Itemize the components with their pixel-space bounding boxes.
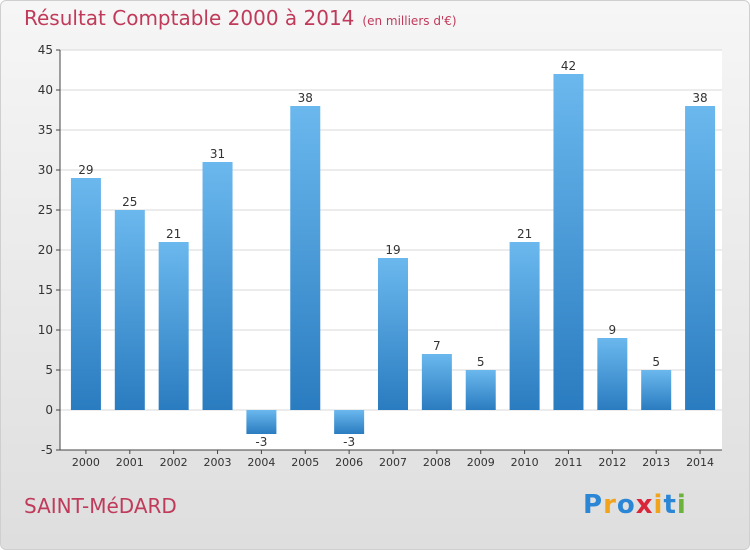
x-tick-label: 2008: [423, 456, 451, 469]
y-tick-label: 0: [45, 403, 53, 417]
logo-letter: o: [616, 490, 636, 520]
x-tick-label: 2001: [116, 456, 144, 469]
proxiti-logo: Proxiti: [583, 490, 687, 520]
bar: [114, 210, 145, 410]
x-tick-label: 2011: [554, 456, 582, 469]
data-label: 21: [166, 227, 181, 241]
data-label: 31: [210, 147, 225, 161]
y-tick-label: 30: [38, 163, 53, 177]
y-tick-label: 40: [38, 83, 53, 97]
bar: [509, 242, 540, 410]
x-tick-label: 2009: [467, 456, 495, 469]
logo-letter: i: [676, 490, 687, 520]
bar: [597, 338, 628, 410]
bar: [70, 178, 101, 410]
x-tick-label: 2014: [686, 456, 714, 469]
y-tick-label: 25: [38, 203, 53, 217]
town-name: SAINT-MéDARD: [24, 494, 177, 518]
data-label: 19: [385, 243, 400, 257]
data-label: 21: [517, 227, 532, 241]
logo-letter: i: [653, 490, 664, 520]
y-tick-label: 10: [38, 323, 53, 337]
y-tick-label: 5: [45, 363, 53, 377]
y-tick-label: 35: [38, 123, 53, 137]
chart-title-text: Résultat Comptable 2000 à 2014: [24, 6, 355, 30]
bar: [290, 106, 321, 410]
bar: [465, 370, 496, 410]
bar: [334, 410, 365, 434]
logo-letter: r: [603, 490, 617, 520]
bar: [158, 242, 189, 410]
chart-subtitle: (en milliers d'€): [362, 14, 457, 28]
data-label: 25: [122, 195, 137, 209]
x-tick-label: 2000: [72, 456, 100, 469]
data-label: 42: [561, 59, 576, 73]
y-tick-label: -5: [41, 443, 53, 457]
bar: [202, 162, 233, 410]
data-label: 9: [609, 323, 617, 337]
data-label: 5: [652, 355, 660, 369]
x-tick-label: 2007: [379, 456, 407, 469]
logo-letter: P: [583, 490, 604, 520]
data-label: 29: [78, 163, 93, 177]
x-tick-label: 2010: [511, 456, 539, 469]
bar: [685, 106, 716, 410]
bar: [553, 74, 584, 410]
x-tick-label: 2006: [335, 456, 363, 469]
data-label: -3: [255, 435, 267, 449]
data-label: 38: [692, 91, 707, 105]
x-tick-label: 2013: [642, 456, 670, 469]
x-tick-label: 2004: [247, 456, 275, 469]
bar: [378, 258, 408, 410]
x-tick-label: 2003: [204, 456, 232, 469]
logo-letter: x: [635, 490, 654, 520]
bar: [421, 354, 452, 410]
chart-title: Résultat Comptable 2000 à 2014 (en millie…: [24, 6, 457, 30]
data-label: -3: [343, 435, 355, 449]
x-tick-label: 2005: [291, 456, 319, 469]
bar: [641, 370, 672, 410]
y-tick-label: 20: [38, 243, 53, 257]
data-label: 5: [477, 355, 485, 369]
bar: [246, 410, 277, 434]
y-tick-label: 45: [38, 43, 53, 57]
y-tick-label: 15: [38, 283, 53, 297]
data-label: 7: [433, 339, 441, 353]
x-tick-label: 2002: [160, 456, 188, 469]
logo-letter: t: [663, 490, 677, 520]
x-tick-label: 2012: [598, 456, 626, 469]
data-label: 38: [298, 91, 313, 105]
